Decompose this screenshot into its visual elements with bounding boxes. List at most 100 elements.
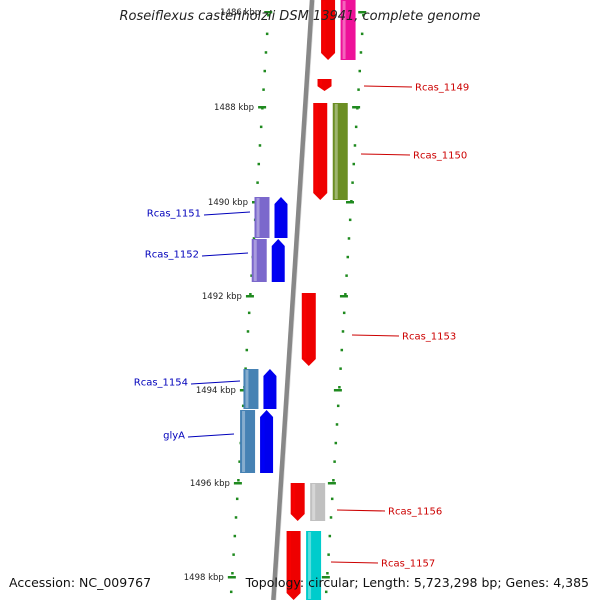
scale-dot <box>234 516 238 519</box>
rcas-1153-label-leader <box>351 334 400 337</box>
glya-gene-arrow <box>260 410 274 473</box>
rcas-1149-label: Rcas_1149 <box>415 83 469 94</box>
scale-tick-label: 1492 kbp <box>202 292 242 302</box>
gene-features <box>240 0 356 600</box>
rcas-1150-label-leader <box>360 153 411 156</box>
rcas-1151-gene-arrow-body <box>274 197 288 238</box>
rcas-1154-gene-arrow-body <box>263 369 277 409</box>
scale-dot <box>330 497 334 501</box>
rcas-1149-label-leader <box>363 85 413 88</box>
rcas-1157-cog-bar-body <box>306 531 322 600</box>
scale-tick-label: 1486 kbp <box>220 8 260 18</box>
rcas-1156-label: Rcas_1156 <box>388 507 442 518</box>
scale-dot <box>267 14 270 17</box>
scale-dot <box>344 293 347 296</box>
rcas-1152-gene-arrow-highlight <box>273 246 277 280</box>
scale-tick-mark <box>327 482 336 485</box>
scale-dot <box>342 311 346 315</box>
scale-dot <box>336 404 340 408</box>
glya-label: glyA <box>163 431 185 442</box>
scale-dot <box>256 181 259 184</box>
scale-dot <box>359 51 363 54</box>
scale-tick-mark <box>352 106 361 109</box>
rcas-1151-label-leader <box>203 211 251 216</box>
scale-dot <box>329 516 333 519</box>
rcas-1157-cog-bar-highlight <box>308 532 312 599</box>
rcas-1151-gene-arrow-highlight <box>276 204 279 236</box>
scale-tick-mark <box>339 295 348 298</box>
rcas-1152-gene-arrow <box>271 239 285 282</box>
rcas-1154-gene-arrow-highlight <box>265 376 268 407</box>
scale-dot <box>333 460 336 463</box>
scale-dot <box>340 348 344 352</box>
scale-tick-mark <box>321 576 330 579</box>
rcas-1149-gene-arrow <box>317 79 332 91</box>
scale-dot <box>237 479 240 482</box>
genome-summary-text: Topology: circular; Length: 5,723,298 bp… <box>245 575 589 590</box>
scale-dot <box>358 69 362 73</box>
scale-dot <box>324 590 328 594</box>
rcas-1150-cog-bar <box>332 103 348 200</box>
scale-tick-mark <box>345 201 354 204</box>
scale-dot <box>345 274 348 277</box>
scale-dot <box>353 144 357 147</box>
genome-title: Roseiflexus castenholzii DSM 13941, comp… <box>119 9 481 24</box>
rcas-1157-gene-arrow-highlight <box>288 532 292 592</box>
rcas-1150-cog-bar-body <box>332 103 348 200</box>
scale-dot <box>258 144 262 147</box>
scale-dot <box>348 218 352 222</box>
rcas-1157-label-leader <box>330 561 379 564</box>
scale-tick-mark <box>264 11 273 14</box>
scale-dot <box>354 125 358 129</box>
scale-dot <box>338 386 341 389</box>
scale-dot <box>244 367 247 370</box>
rcas-1154-label: Rcas_1154 <box>134 378 188 389</box>
scale-dot <box>257 162 261 166</box>
rcas-1156-label-leader <box>336 509 386 512</box>
scale-tick-mark <box>333 389 342 392</box>
scale-dot <box>250 274 253 277</box>
glya-label-leader <box>187 433 235 438</box>
rcas-1151-cog-bar-highlight <box>256 198 260 237</box>
scale-dot <box>352 162 356 166</box>
scale-dot <box>252 237 256 240</box>
rcas-1157-gene-arrow <box>286 531 301 600</box>
gene-0-gene-arrow <box>321 0 336 60</box>
rcas-1150-cog-bar-highlight <box>334 104 338 199</box>
scale-dot <box>262 88 265 91</box>
rcas-1154-label-leader <box>190 380 241 385</box>
scale-dot <box>233 534 237 538</box>
scale-dot <box>347 237 351 240</box>
scale-dot <box>263 69 267 73</box>
scale-dot <box>245 348 249 352</box>
glya-cog-bar-highlight <box>242 411 246 472</box>
rcas-1151-label: Rcas_1151 <box>147 209 201 220</box>
rcas-1152-label-leader <box>201 252 249 257</box>
rcas-1156-cog-bar-highlight <box>312 484 316 520</box>
backbone-line <box>271 0 315 601</box>
scale-ticks: 1486 kbp 1488 kbp 1490 kbp 1492 kbp 1494 kbp… <box>184 8 367 583</box>
scale-dot <box>259 125 263 129</box>
rcas-1154-cog-bar <box>243 369 259 409</box>
rcas-1157-label: Rcas_1157 <box>381 559 435 570</box>
gene-0-cog-bar <box>340 0 356 60</box>
rcas-1154-gene-arrow <box>263 369 277 409</box>
scale-tick-label: 1498 kbp <box>184 573 224 583</box>
glya-gene-arrow-body <box>260 410 274 473</box>
scale-dot <box>360 32 364 36</box>
rcas-1151-cog-bar <box>254 197 270 238</box>
rcas-1156-gene-arrow-highlight <box>292 484 296 513</box>
scale-dot <box>249 293 252 296</box>
scale-dot <box>246 330 250 333</box>
scale-tick-mark <box>258 106 267 109</box>
scale-dot <box>232 553 235 556</box>
rcas-1152-cog-bar-highlight <box>253 240 257 281</box>
scale-dot <box>341 330 345 333</box>
scale-tick-mark <box>227 576 236 579</box>
rcas-1152-gene-arrow-body <box>271 239 285 282</box>
scale-dot <box>265 32 269 36</box>
scale-tick-label: 1494 kbp <box>196 386 236 396</box>
genome-backbone <box>271 0 315 601</box>
